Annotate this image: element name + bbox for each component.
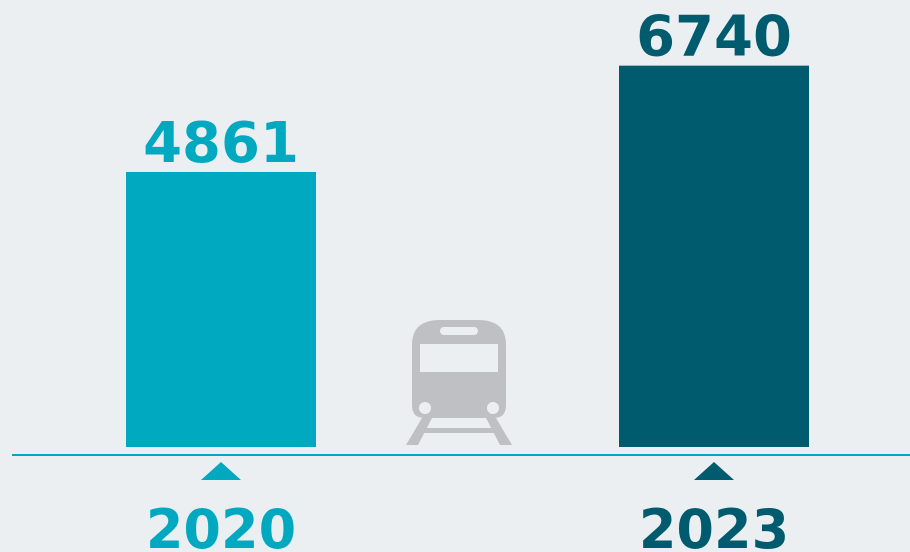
train-icon — [406, 320, 512, 445]
bar — [619, 65, 809, 447]
marker-triangle — [694, 462, 734, 480]
value-label: 4861 — [143, 111, 299, 176]
bar — [126, 171, 316, 448]
marker-triangle — [201, 462, 241, 480]
category-label: 2020 — [146, 498, 296, 552]
value-label: 6740 — [636, 5, 792, 70]
category-label: 2023 — [639, 498, 789, 552]
